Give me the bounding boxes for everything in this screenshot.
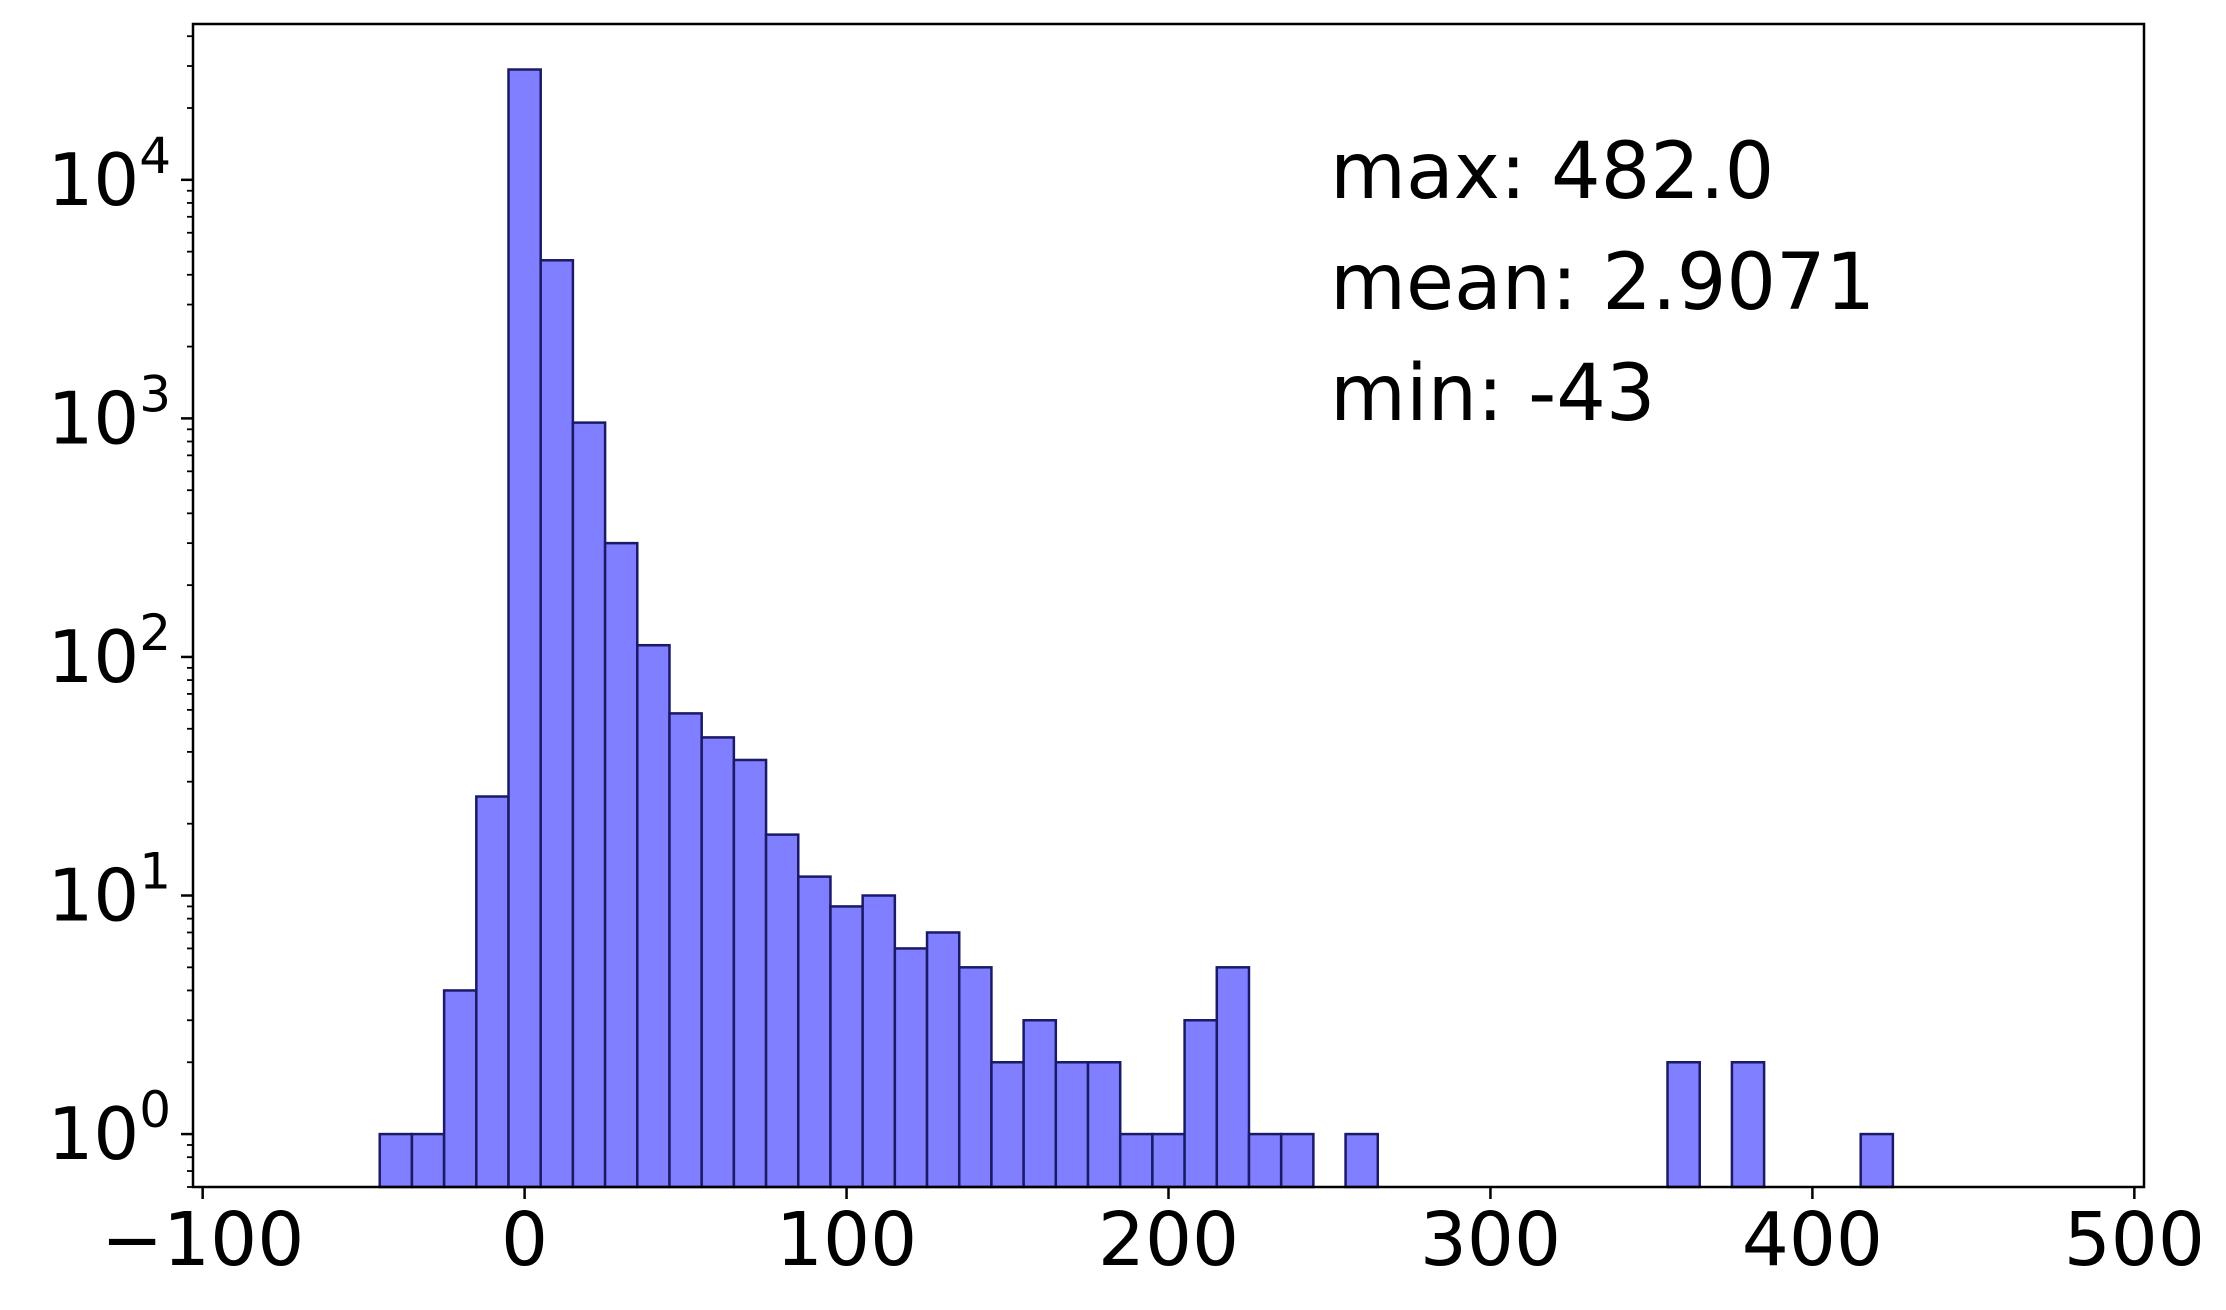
stats-annotations: max: 482.0 mean: 2.9071 min: -43 (1330, 127, 1875, 439)
histogram-bar (1118, 1132, 1154, 1189)
y-axis-ticks: 100 101 102 103 104 (48, 127, 193, 1176)
y-tick-label: 102 (48, 604, 171, 699)
histogram-bar (861, 894, 897, 1189)
histogram-bar (764, 833, 800, 1189)
histogram-bar (1730, 1061, 1766, 1189)
y-tick-label: 104 (48, 127, 171, 222)
histogram-bar (507, 68, 542, 1189)
histogram-bar (990, 1061, 1025, 1189)
histogram-bar (378, 1132, 414, 1189)
x-tick-label: 500 (2064, 1197, 2205, 1283)
histogram-bar (1054, 1061, 1090, 1189)
histogram-bar (1022, 1019, 1058, 1189)
histogram-bar (925, 931, 961, 1189)
histogram-bar (603, 541, 639, 1189)
x-tick-label: −100 (101, 1197, 304, 1283)
histogram-bar (668, 712, 703, 1189)
histogram-bar (829, 905, 864, 1189)
histogram-bars (378, 68, 1895, 1189)
histogram-bar (571, 421, 607, 1189)
annotation-min: min: -43 (1330, 349, 1656, 439)
histogram-bar (442, 989, 478, 1189)
annotation-max: max: 482.0 (1330, 127, 1774, 217)
histogram-bar (732, 758, 768, 1189)
x-tick-label: 400 (1742, 1197, 1883, 1283)
y-tick-label: 100 (48, 1081, 171, 1176)
histogram-bar (1151, 1132, 1186, 1189)
x-tick-label: 100 (776, 1197, 917, 1283)
histogram-bar (1183, 1019, 1219, 1189)
x-tick-label: 300 (1420, 1197, 1561, 1283)
histogram-bar (1279, 1132, 1315, 1189)
histogram-bar (700, 736, 736, 1189)
histogram-bar (1859, 1132, 1895, 1189)
y-minor-ticks (187, 35, 193, 1188)
histogram-bar (797, 875, 832, 1189)
x-axis-ticks: −100 0 100 200 300 400 500 (101, 1187, 2205, 1283)
histogram-bar (1666, 1061, 1701, 1189)
histogram-bar (1344, 1132, 1380, 1189)
histogram-bar (1215, 966, 1251, 1189)
histogram-bar (539, 259, 575, 1189)
y-tick-label: 103 (48, 365, 171, 460)
histogram-bar (636, 643, 671, 1189)
histogram-bar (410, 1132, 446, 1189)
histogram-bar (1247, 1132, 1283, 1189)
y-tick-label: 101 (48, 843, 171, 938)
histogram-bar (957, 966, 993, 1189)
x-tick-label: 200 (1098, 1197, 1239, 1283)
histogram-bar (1086, 1061, 1122, 1189)
histogram-bar (893, 947, 929, 1189)
x-tick-label: 0 (501, 1197, 548, 1283)
histogram-bar (475, 795, 510, 1189)
annotation-mean: mean: 2.9071 (1330, 238, 1875, 328)
